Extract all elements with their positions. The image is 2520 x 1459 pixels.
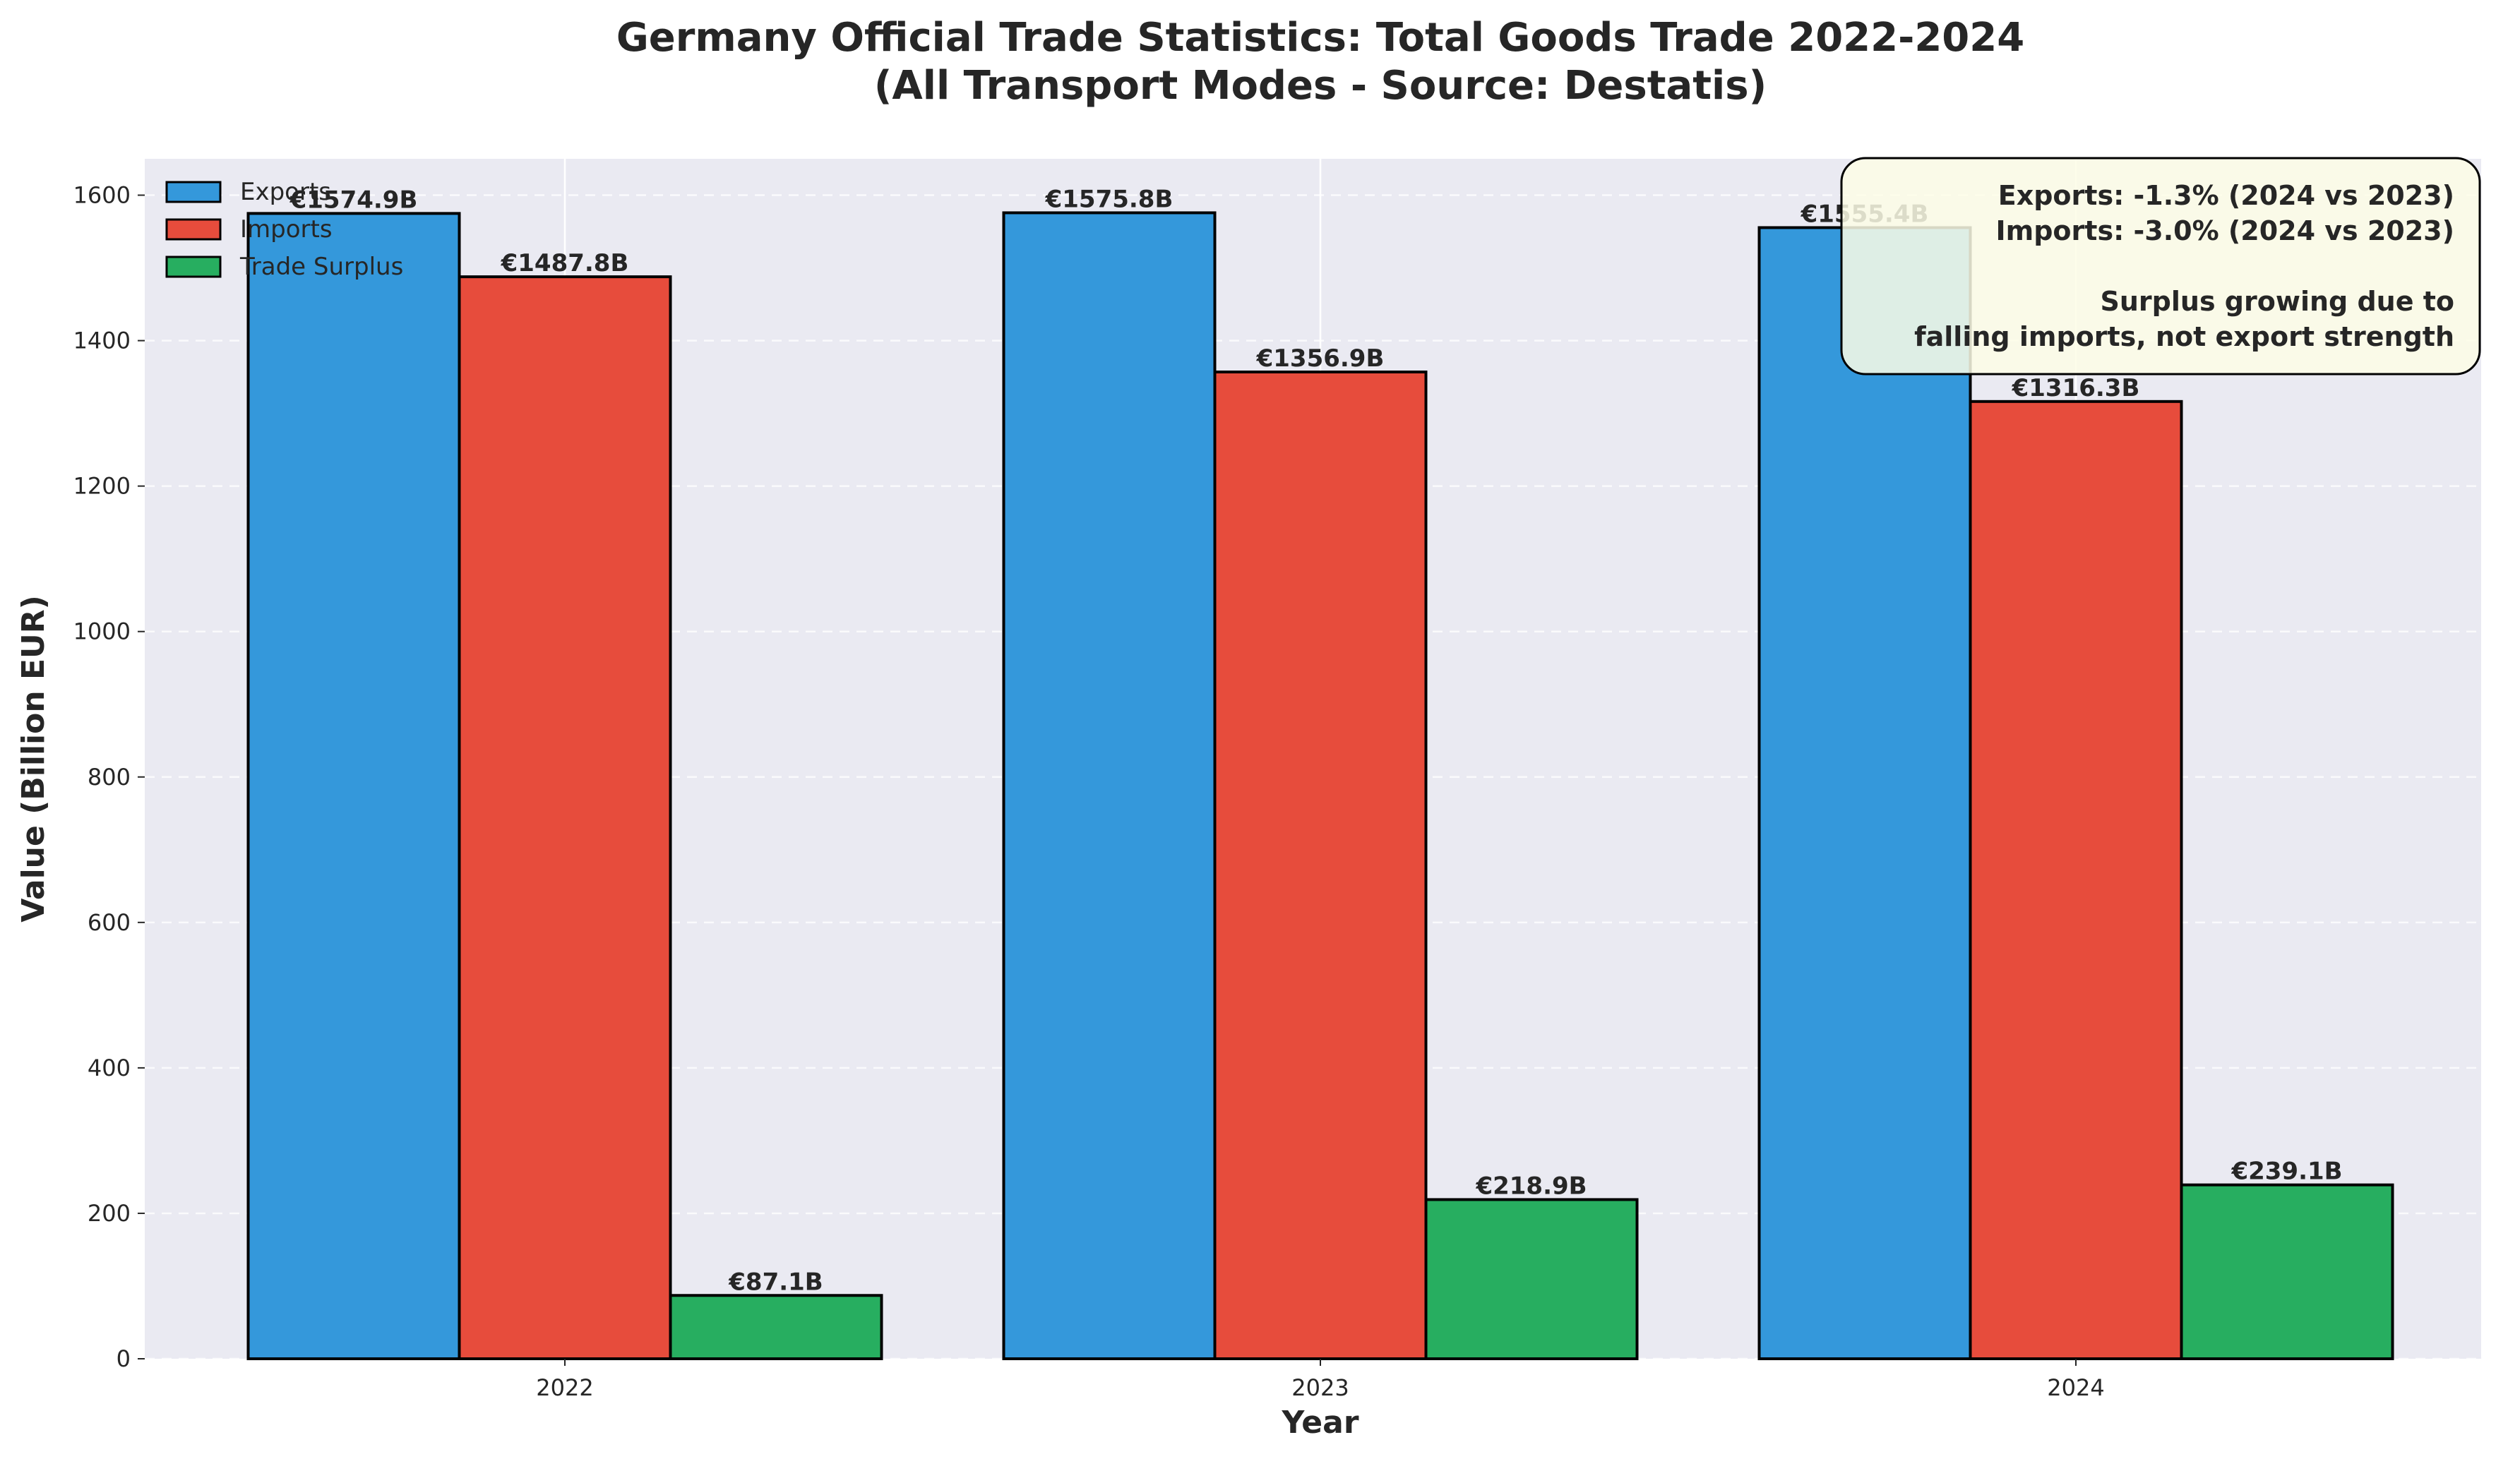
bar-exports-2023 bbox=[1002, 211, 1217, 1360]
annotation-line: Imports: -3.0% (2024 vs 2023) bbox=[1996, 215, 2455, 246]
y-tick-label: 600 bbox=[88, 909, 131, 936]
y-tick-label: 0 bbox=[117, 1345, 131, 1372]
legend-swatch-trade-surplus bbox=[165, 256, 222, 278]
x-tick-label: 2022 bbox=[536, 1374, 593, 1401]
x-axis-ticks: 2022 2023 2024 bbox=[536, 1359, 2105, 1401]
y-tick-label: 1600 bbox=[73, 182, 131, 209]
bar-imports-2023 bbox=[1213, 370, 1428, 1360]
y-axis-label: Value (Billion EUR) bbox=[16, 595, 52, 923]
bar-labels: €1574.9B€1575.8B€1555.4B€1487.8B€1356.9B… bbox=[289, 185, 2343, 1296]
legend-label: Exports bbox=[240, 178, 331, 206]
x-tick-label: 2023 bbox=[1291, 1374, 1349, 1401]
annotation-line: falling imports, not export strength bbox=[1914, 321, 2454, 352]
y-axis-ticks: 0 200 400 600 800 1000 1200 1400 1600 bbox=[73, 182, 145, 1372]
y-tick-label: 1200 bbox=[73, 473, 131, 500]
annotation-line: Surplus growing due to bbox=[2101, 286, 2454, 317]
chart-subtitle: (All Transport Modes - Source: Destatis) bbox=[874, 63, 1767, 109]
bar-value-label: €1316.3B bbox=[2012, 374, 2140, 402]
bar-value-label: €218.9B bbox=[1475, 1172, 1587, 1200]
legend: Exports Imports Trade Surplus bbox=[165, 178, 403, 281]
annotation-background bbox=[1840, 157, 2481, 376]
bar-exports-2024 bbox=[1757, 226, 1972, 1360]
y-tick-label: 400 bbox=[88, 1055, 131, 1081]
x-axis-label: Year bbox=[1281, 1405, 1358, 1441]
legend-swatch-exports bbox=[165, 181, 222, 203]
annotation-text: Exports: -1.3% (2024 vs 2023) Imports: -3… bbox=[1914, 180, 2454, 352]
legend-label: Trade Surplus bbox=[239, 253, 403, 281]
y-tick-label: 800 bbox=[88, 764, 131, 791]
bar-trade-surplus-2024 bbox=[2180, 1183, 2394, 1360]
annotation-line: Exports: -1.3% (2024 vs 2023) bbox=[1998, 180, 2454, 211]
chart-title: Germany Official Trade Statistics: Total… bbox=[616, 15, 2024, 61]
bar-value-label: €1487.8B bbox=[501, 249, 629, 277]
bar-imports-2024 bbox=[1969, 400, 2183, 1360]
y-tick-label: 1400 bbox=[73, 328, 131, 354]
bar-exports-2022 bbox=[246, 212, 461, 1361]
bar-value-label: €1356.9B bbox=[1256, 344, 1385, 373]
bar-imports-2022 bbox=[458, 275, 672, 1361]
legend-swatch-imports bbox=[165, 218, 222, 241]
bar-trade-surplus-2022 bbox=[669, 1294, 883, 1361]
legend-label: Imports bbox=[240, 215, 333, 244]
bar-value-label: €1574.9B bbox=[289, 186, 418, 214]
y-tick-label: 1000 bbox=[73, 618, 131, 645]
annotation-box: Exports: -1.3% (2024 vs 2023) Imports: -3… bbox=[1840, 157, 2481, 376]
x-tick-label: 2024 bbox=[2047, 1374, 2104, 1401]
bar-value-label: €1575.8B bbox=[1045, 185, 1174, 213]
y-tick-label: 200 bbox=[88, 1200, 131, 1227]
bar-trade-surplus-2023 bbox=[1424, 1198, 1639, 1361]
bar-value-label: €239.1B bbox=[2231, 1158, 2342, 1186]
bars bbox=[246, 211, 2394, 1361]
bar-value-label: €87.1B bbox=[728, 1268, 823, 1296]
